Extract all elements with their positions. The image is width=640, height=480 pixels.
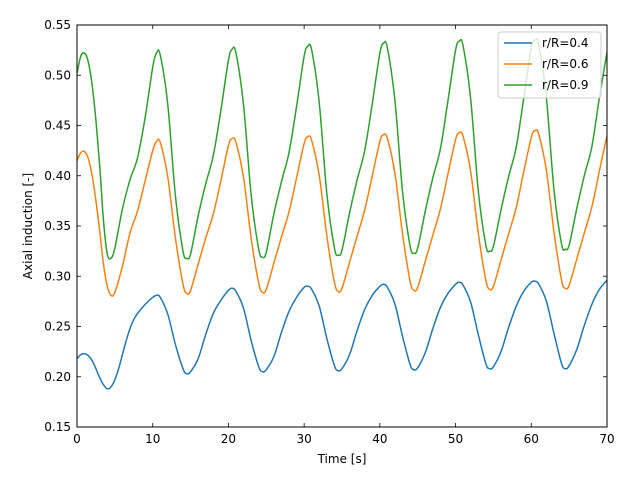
x-tick-label: 10 xyxy=(145,432,160,446)
legend-label-2: r/R=0.9 xyxy=(542,78,588,92)
x-tick-label: 0 xyxy=(73,432,81,446)
x-axis-label: Time [s] xyxy=(317,452,367,466)
x-tick-label: 30 xyxy=(297,432,312,446)
y-tick-label: 0.40 xyxy=(44,169,71,183)
ticks-layer: 0 10 20 30 40 50 60 70 0.15 0.20 0.25 0.30 0.35 0.40 0… xyxy=(44,18,614,446)
legend-box xyxy=(497,31,602,99)
legend-label-0: r/R=0.4 xyxy=(542,36,588,50)
y-tick-label: 0.35 xyxy=(44,219,71,233)
series-layer xyxy=(77,38,607,390)
legend-label-1: r/R=0.6 xyxy=(542,57,588,71)
y-tick-label: 0.30 xyxy=(44,269,71,283)
y-tick-label: 0.15 xyxy=(44,420,71,434)
series-line-0 xyxy=(77,279,607,390)
y-tick-label: 0.20 xyxy=(44,370,71,384)
x-tick-label: 70 xyxy=(599,432,614,446)
x-tick-label: 50 xyxy=(448,432,463,446)
y-tick-label: 0.45 xyxy=(44,119,71,133)
x-tick-label: 60 xyxy=(524,432,539,446)
y-tick-label: 0.50 xyxy=(44,68,71,82)
series-line-2 xyxy=(77,38,607,260)
y-tick-label: 0.55 xyxy=(44,18,71,32)
x-tick-label: 40 xyxy=(372,432,387,446)
y-tick-label: 0.25 xyxy=(44,320,71,334)
x-tick-label: 20 xyxy=(221,432,236,446)
legend: r/R=0.4 r/R=0.6 r/R=0.9 xyxy=(497,31,602,99)
series-line-1 xyxy=(77,129,607,297)
y-axis-label: Axial induction [-] xyxy=(21,173,35,279)
